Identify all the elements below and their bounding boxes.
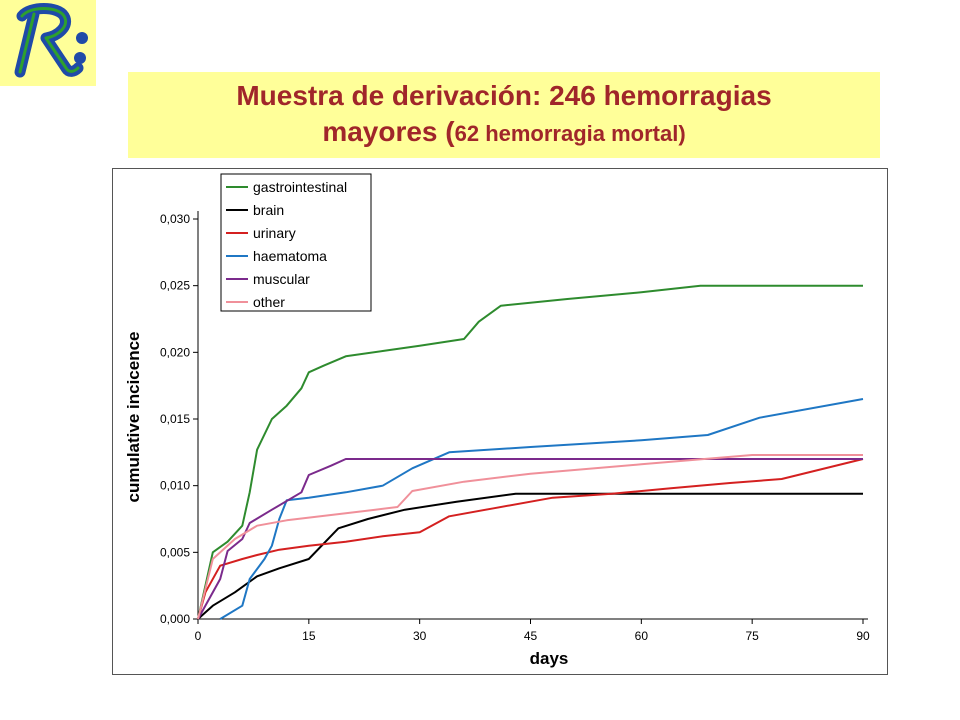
logo-box [0,0,96,86]
page-title-line1: Muestra de derivación: 246 hemorragias [236,80,772,111]
y-tick-label: 0,010 [160,479,190,493]
page-title-line2-small: 62 hemorragia mortal) [454,121,686,146]
y-axis-label: cumulative incicence [124,331,143,502]
series-line-brain [197,492,863,620]
page-title-line2: mayores (62 hemorragia mortal) [322,114,685,152]
series-line-muscular [197,458,863,620]
x-tick-label: 45 [524,629,538,643]
legend-label-urinary: urinary [253,225,296,241]
r-logo-icon [14,3,88,78]
legend-label-muscular: muscular [253,271,310,287]
chart-frame: 0,000 0,005 0,010 0,015 0,020 0,025 0,030 0 15 30… [112,168,888,675]
x-tick-label: 30 [413,629,427,643]
x-tick-label: 60 [635,629,649,643]
x-tick-label: 15 [302,629,316,643]
y-tick-label: 0,000 [160,612,190,626]
x-tick-label: 90 [856,629,870,643]
chart-legend: gastrointestinal brain urinary haematoma mus… [220,173,372,312]
x-axis-label: days [530,649,569,668]
legend-box [220,173,372,312]
legend-label-haematoma: haematoma [253,248,327,264]
series-line-other [197,454,863,620]
series-line-gastrointestinal [197,284,863,620]
title-band: Muestra de derivación: 246 hemorragias m… [128,72,880,158]
series-line-urinary [197,458,864,620]
chart-series-lines [197,284,864,620]
y-tick-label: 0,005 [160,545,190,559]
x-tick-label: 75 [745,629,759,643]
legend-label-gastrointestinal: gastrointestinal [253,179,347,195]
y-tick-label: 0,020 [160,345,190,359]
y-tick-label: 0,030 [160,212,190,226]
page-title-line2-main: mayores ( [322,116,455,147]
legend-label-other: other [253,294,285,310]
chart-axes: 0,000 0,005 0,010 0,015 0,020 0,025 0,030 0 15 30… [160,211,870,643]
y-tick-label: 0,015 [160,412,190,426]
y-tick-label: 0,025 [160,279,190,293]
x-tick-label: 0 [195,629,202,643]
legend-label-brain: brain [253,202,284,218]
cumulative-incidence-chart: 0,000 0,005 0,010 0,015 0,020 0,025 0,030 0 15 30… [124,173,870,668]
series-line-haematoma [219,398,864,620]
